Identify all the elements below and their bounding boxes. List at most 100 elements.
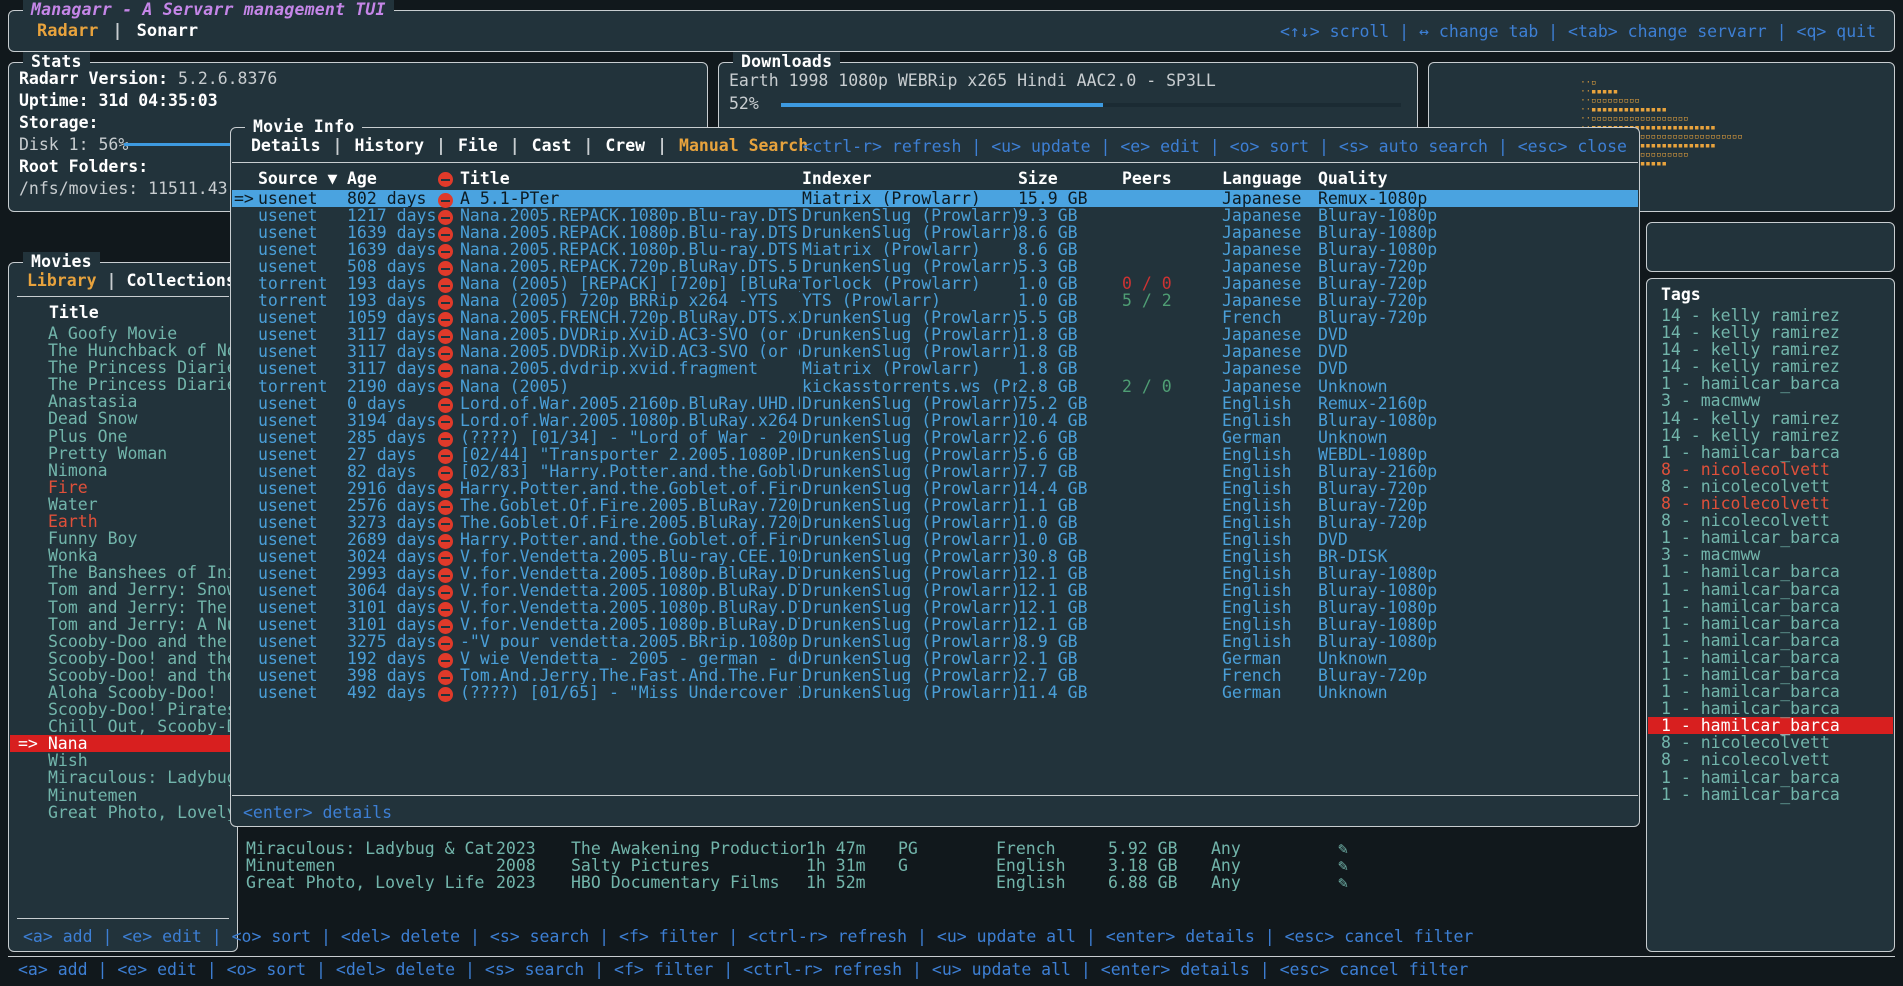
tag-row[interactable]: 1 - hamilcar_barca	[1661, 374, 1840, 394]
movies-list-item-selected[interactable]: => Nana	[10, 735, 236, 753]
movie-info-tab-history[interactable]: History	[354, 136, 425, 155]
tag-row[interactable]: 14 - kelly ramirez	[1661, 425, 1840, 445]
tag-row[interactable]: 8 - nicolecolvett	[1661, 511, 1830, 531]
column-header-source[interactable]: Source ▼	[258, 169, 338, 188]
table-row[interactable]: usenet 2689 days Harry.Potter.and.the.Gobl…	[232, 531, 1638, 549]
movies-list-item[interactable]: Funny Boy	[10, 530, 236, 547]
movies-list-item[interactable]: Plus One	[10, 428, 236, 445]
movies-list-item[interactable]: A Goofy Movie	[10, 325, 236, 342]
table-row[interactable]: usenet 1639 days Nana.2005.REPACK.1080p.Bl…	[232, 241, 1638, 260]
movies-list-item[interactable]: Tom and Jerry: A Nutc	[10, 616, 236, 633]
table-row[interactable]: torrent 193 days Nana (2005) [REPACK] [720…	[232, 275, 1638, 294]
tag-row[interactable]: 8 - nicolecolvett	[1661, 476, 1830, 496]
tag-row[interactable]: 1 - hamilcar_barca	[1661, 613, 1840, 633]
tag-row[interactable]: 1 - hamilcar_barca	[1661, 630, 1840, 650]
table-row[interactable]: usenet 1217 days Nana.2005.REPACK.1080p.Bl…	[232, 207, 1638, 226]
tag-row[interactable]: 1 - hamilcar_barca	[1661, 784, 1840, 804]
movie-info-tab-cast[interactable]: Cast	[531, 136, 572, 155]
movie-info-tabs[interactable]: Details | History | File | Cast | Crew | Manual Se…	[239, 136, 820, 155]
tag-row-selected[interactable]: 1 - hamilcar_barca	[1648, 717, 1893, 734]
table-row[interactable]: usenet 492 days (????) [01/65] - "Miss Und…	[232, 684, 1638, 703]
table-row[interactable]: usenet 1639 days Nana.2005.REPACK.1080p.Bl…	[232, 224, 1638, 243]
table-row[interactable]: usenet 3101 days V.for.Vendetta.2005.1080p…	[232, 599, 1638, 618]
library-table-row[interactable]: Minutemen 2008 Salty Pictures 1h 31m G Englis…	[246, 857, 1636, 874]
movie-info-tab-file[interactable]: File	[457, 136, 498, 155]
tag-row[interactable]: 3 - macmww	[1661, 391, 1761, 411]
table-row[interactable]: torrent 193 days Nana (2005) 720p BRRip x2…	[232, 292, 1638, 311]
tag-row[interactable]: 1 - hamilcar_barca	[1661, 442, 1840, 462]
movies-list-item[interactable]: Earth	[10, 513, 236, 530]
movies-list-item[interactable]: The Princess Diaries	[10, 376, 236, 393]
tag-row[interactable]: 1 - hamilcar_barca	[1661, 682, 1840, 702]
tags-list[interactable]: 14 - kelly ramirez 14 - kelly ramirez 14 -…	[1648, 307, 1893, 803]
tag-row[interactable]: 1 - hamilcar_barca	[1661, 647, 1840, 667]
tag-row[interactable]: 14 - kelly ramirez	[1661, 408, 1840, 428]
movies-list-item[interactable]: Chill Out, Scooby-Doo	[10, 718, 236, 735]
table-row[interactable]: usenet 3117 days Nana.2005.DVDRip.XviD.AC3…	[232, 343, 1638, 362]
library-table-row[interactable]: Great Photo, Lovely Life 2023 HBO Document…	[246, 874, 1636, 891]
movies-list-item[interactable]: Scooby-Doo! and the M	[10, 667, 236, 684]
table-row[interactable]: usenet 285 days (????) [01/34] - "Lord of …	[232, 429, 1638, 447]
tag-row[interactable]: 14 - kelly ramirez	[1661, 323, 1840, 343]
tag-row[interactable]: 8 - nicolecolvett	[1661, 459, 1830, 479]
movies-tab-collections[interactable]: Collections	[126, 271, 236, 290]
movies-list-item[interactable]: Aloha Scooby-Doo!	[10, 684, 236, 701]
movies-list-item[interactable]: Fire	[10, 479, 236, 496]
tag-row[interactable]: 1 - hamilcar_barca	[1661, 579, 1840, 599]
table-row[interactable]: usenet 3275 days -"V pour vendetta.2005.BR…	[232, 633, 1638, 652]
tag-row[interactable]: 1 - hamilcar_barca	[1661, 767, 1840, 787]
movies-list-item[interactable]: Nimona	[10, 462, 236, 479]
movie-info-tab-crew[interactable]: Crew	[605, 136, 646, 155]
table-row[interactable]: usenet 508 days Nana.2005.REPACK.720p.BluR…	[232, 258, 1638, 277]
tag-row[interactable]: 8 - nicolecolvett	[1661, 733, 1830, 753]
movies-list-item[interactable]: Dead Snow	[10, 410, 236, 427]
movies-list[interactable]: A Goofy Movie The Hunchback of Notr The Pr…	[10, 325, 236, 821]
table-row-selected[interactable]: => usenet 802 days A 5.1-PTer Miatrix (Prowl…	[232, 190, 1638, 208]
table-row[interactable]: usenet 192 days V wie Vendetta - 2005 - ge…	[232, 650, 1638, 669]
movies-list-item[interactable]: The Hunchback of Notr	[10, 342, 236, 359]
movie-info-tab-manual-search[interactable]: Manual Search	[679, 136, 809, 155]
movies-list-item[interactable]: Anastasia	[10, 393, 236, 410]
servarr-tab-radarr[interactable]: Radarr	[37, 21, 99, 41]
movies-list-item[interactable]: Tom and Jerry: Snowma	[10, 581, 236, 598]
table-row[interactable]: torrent 2190 days Nana (2005) kickasstorren…	[232, 378, 1638, 396]
servarr-tab-sonarr[interactable]: Sonarr	[136, 21, 199, 41]
tag-row[interactable]: 3 - macmww	[1661, 545, 1761, 565]
movies-list-item[interactable]: Great Photo, Lovely Life	[10, 804, 236, 821]
tag-row[interactable]: 14 - kelly ramirez	[1661, 306, 1840, 325]
movies-list-item[interactable]: Minutemen	[10, 787, 236, 804]
tag-row[interactable]: 1 - hamilcar_barca	[1661, 596, 1840, 616]
movies-list-item[interactable]: Pretty Woman	[10, 445, 236, 462]
movies-list-item[interactable]: Tom and Jerry: The Fa	[10, 599, 236, 616]
movies-list-item[interactable]: Miraculous: Ladybug & Cat Noir, The Movi…	[10, 769, 236, 786]
movies-list-item[interactable]: Water	[10, 496, 236, 513]
tag-row[interactable]: 14 - kelly ramirez	[1661, 340, 1840, 360]
table-row[interactable]: usenet 3024 days V.for.Vendetta.2005.Blu-r…	[232, 548, 1638, 566]
movies-list-item[interactable]: Wish	[10, 752, 236, 769]
tag-row[interactable]: 14 - kelly ramirez	[1661, 357, 1840, 377]
table-row[interactable]: usenet 3117 days nana.2005.dvdrip.xvid.fra…	[232, 360, 1638, 379]
table-row[interactable]: usenet 2916 days Harry.Potter.and.the.Gobl…	[232, 480, 1638, 498]
tag-row[interactable]: 8 - nicolecolvett	[1661, 494, 1830, 514]
servarr-tabs[interactable]: Radarr | Sonarr	[23, 21, 212, 41]
tag-row[interactable]: 1 - hamilcar_barca	[1661, 664, 1840, 684]
table-row[interactable]: usenet 3064 days V.for.Vendetta.2005.1080p…	[232, 582, 1638, 601]
manual-search-results-table[interactable]: Source ▼ Age Title Indexer Size Peers Language…	[232, 168, 1638, 703]
table-row[interactable]: usenet 398 days Tom.And.Jerry.The.Fast.And…	[232, 667, 1638, 686]
movies-list-item[interactable]: Scooby-Doo and the Al	[10, 633, 236, 650]
table-row[interactable]: usenet 3117 days Nana.2005.DVDRip.XviD.AC3…	[232, 326, 1638, 345]
table-row[interactable]: usenet 82 days [02/83] "Harry.Potter.and.t…	[232, 463, 1638, 481]
movies-list-item[interactable]: Scooby-Doo! and the L	[10, 650, 236, 667]
tag-row[interactable]: 1 - hamilcar_barca	[1661, 528, 1840, 548]
table-row[interactable]: usenet 3194 days Lord.of.War.2005.1080p.Bl…	[232, 412, 1638, 430]
movies-list-item[interactable]: The Banshees of Inish	[10, 564, 236, 581]
movies-tabs[interactable]: Library | Collections	[17, 271, 246, 290]
tag-row[interactable]: 8 - nicolecolvett	[1661, 750, 1830, 770]
table-row[interactable]: usenet 2576 days The.Goblet.Of.Fire.2005.B…	[232, 497, 1638, 515]
table-row[interactable]: usenet 27 days [02/44] "Transporter 2.2005…	[232, 446, 1638, 464]
library-table-row[interactable]: Miraculous: Ladybug & Cat Noir, The Movi…	[246, 840, 1636, 857]
table-row[interactable]: usenet 3101 days V.for.Vendetta.2005.1080p…	[232, 616, 1638, 635]
movie-info-tab-details[interactable]: Details	[251, 136, 321, 155]
table-row[interactable]: usenet 0 days Lord.of.War.2005.2160p.BluRa…	[232, 395, 1638, 413]
table-row[interactable]: usenet 1059 days Nana.2005.FRENCH.720p.Blu…	[232, 309, 1638, 328]
